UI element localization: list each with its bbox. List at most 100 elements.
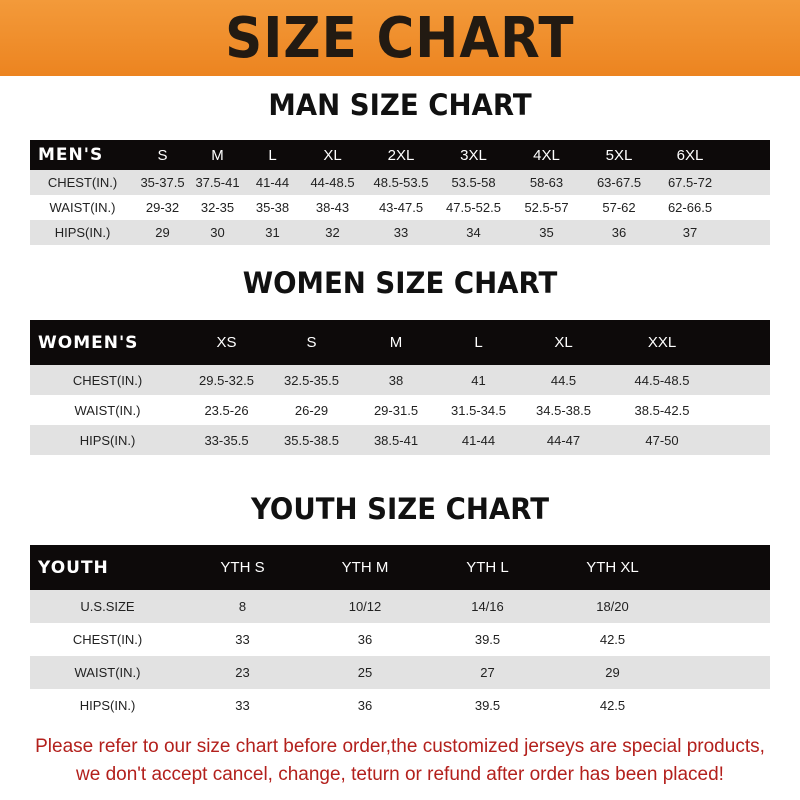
table-row: HIPS(IN.) 33 36 39.5 42.5 bbox=[30, 689, 770, 722]
size-value: 29 bbox=[135, 220, 190, 245]
size-value: 36 bbox=[300, 689, 430, 722]
size-value: 25 bbox=[300, 656, 430, 689]
size-value: 67.5-72 bbox=[655, 170, 725, 195]
women-title: WOMEN SIZE CHART bbox=[242, 266, 558, 300]
size-value: 23 bbox=[185, 656, 300, 689]
size-value: 41-44 bbox=[245, 170, 300, 195]
table-row: WAIST(IN.) 23 25 27 29 bbox=[30, 656, 770, 689]
header-row: MEN'S S M L XL 2XL 3XL 4XL 5XL 6XL bbox=[30, 140, 770, 170]
empty-cell bbox=[717, 425, 770, 455]
size-value: 53.5-58 bbox=[437, 170, 510, 195]
size-header: M bbox=[355, 320, 437, 365]
table-row: HIPS(IN.) 33-35.5 35.5-38.5 38.5-41 41-44 44-… bbox=[30, 425, 770, 455]
size-value: 32-35 bbox=[190, 195, 245, 220]
size-value: 34.5-38.5 bbox=[520, 395, 607, 425]
header-row: WOMEN'S XS S M L XL XXL bbox=[30, 320, 770, 365]
size-value: 41-44 bbox=[437, 425, 520, 455]
size-value: 34 bbox=[437, 220, 510, 245]
size-value: 14/16 bbox=[430, 590, 545, 623]
size-header: L bbox=[245, 140, 300, 170]
notice-line-2: we don't accept cancel, change, teturn o… bbox=[76, 764, 724, 785]
size-header: 2XL bbox=[365, 140, 437, 170]
size-header: L bbox=[437, 320, 520, 365]
size-value: 37 bbox=[655, 220, 725, 245]
size-value: 47-50 bbox=[607, 425, 717, 455]
size-value: 31.5-34.5 bbox=[437, 395, 520, 425]
empty-cell bbox=[717, 365, 770, 395]
size-value: 39.5 bbox=[430, 623, 545, 656]
empty-cell bbox=[680, 689, 770, 722]
size-value: 41 bbox=[437, 365, 520, 395]
empty-cell bbox=[717, 320, 770, 365]
youth-size-table: YOUTH YTH S YTH M YTH L YTH XL U.S.SIZE 8 10/12… bbox=[30, 545, 770, 722]
size-header: YTH L bbox=[430, 545, 545, 590]
size-value: 38.5-41 bbox=[355, 425, 437, 455]
size-value: 32.5-35.5 bbox=[268, 365, 355, 395]
size-value: 38 bbox=[355, 365, 437, 395]
header-label: YOUTH bbox=[30, 545, 185, 590]
size-value: 35 bbox=[510, 220, 583, 245]
empty-cell bbox=[725, 140, 770, 170]
table-row: CHEST(IN.) 33 36 39.5 42.5 bbox=[30, 623, 770, 656]
size-value: 48.5-53.5 bbox=[365, 170, 437, 195]
men-size-table: MEN'S S M L XL 2XL 3XL 4XL 5XL 6XL CHEST(IN.) 35-37… bbox=[30, 140, 770, 245]
size-value: 35-38 bbox=[245, 195, 300, 220]
women-size-table: WOMEN'S XS S M L XL XXL CHEST(IN.) 29.5-32.5 32.5… bbox=[30, 320, 770, 455]
empty-cell bbox=[717, 395, 770, 425]
row-label: WAIST(IN.) bbox=[30, 395, 185, 425]
size-value: 31 bbox=[245, 220, 300, 245]
table-row: WAIST(IN.) 23.5-26 26-29 29-31.5 31.5-34.5 34… bbox=[30, 395, 770, 425]
header-row: YOUTH YTH S YTH M YTH L YTH XL bbox=[30, 545, 770, 590]
youth-title: YOUTH SIZE CHART bbox=[250, 492, 550, 526]
size-header: XXL bbox=[607, 320, 717, 365]
table-row: HIPS(IN.) 29 30 31 32 33 34 35 36 37 bbox=[30, 220, 770, 245]
size-value: 23.5-26 bbox=[185, 395, 268, 425]
men-title: MAN SIZE CHART bbox=[268, 88, 532, 122]
row-label: HIPS(IN.) bbox=[30, 220, 135, 245]
size-header: 4XL bbox=[510, 140, 583, 170]
size-value: 33 bbox=[185, 623, 300, 656]
size-header: XL bbox=[300, 140, 365, 170]
size-value: 18/20 bbox=[545, 590, 680, 623]
size-value: 63-67.5 bbox=[583, 170, 655, 195]
size-value: 33 bbox=[185, 689, 300, 722]
header-label: WOMEN'S bbox=[30, 320, 185, 365]
row-label: HIPS(IN.) bbox=[30, 425, 185, 455]
size-value: 47.5-52.5 bbox=[437, 195, 510, 220]
empty-cell bbox=[725, 195, 770, 220]
empty-cell bbox=[680, 545, 770, 590]
empty-cell bbox=[725, 220, 770, 245]
empty-cell bbox=[680, 590, 770, 623]
size-value: 42.5 bbox=[545, 689, 680, 722]
size-value: 43-47.5 bbox=[365, 195, 437, 220]
size-value: 26-29 bbox=[268, 395, 355, 425]
size-value: 27 bbox=[430, 656, 545, 689]
table-row: WAIST(IN.) 29-32 32-35 35-38 38-43 43-47.5 47.… bbox=[30, 195, 770, 220]
size-value: 29.5-32.5 bbox=[185, 365, 268, 395]
row-label: WAIST(IN.) bbox=[30, 656, 185, 689]
row-label: CHEST(IN.) bbox=[30, 170, 135, 195]
size-value: 10/12 bbox=[300, 590, 430, 623]
size-value: 58-63 bbox=[510, 170, 583, 195]
size-value: 36 bbox=[300, 623, 430, 656]
size-value: 44.5-48.5 bbox=[607, 365, 717, 395]
size-chart-banner: SIZE CHART bbox=[0, 0, 800, 76]
size-header: M bbox=[190, 140, 245, 170]
size-value: 35.5-38.5 bbox=[268, 425, 355, 455]
size-header: YTH XL bbox=[545, 545, 680, 590]
size-header: XL bbox=[520, 320, 607, 365]
size-header: YTH M bbox=[300, 545, 430, 590]
banner-title: SIZE CHART bbox=[225, 5, 575, 71]
table-row: CHEST(IN.) 29.5-32.5 32.5-35.5 38 41 44.5 44.5… bbox=[30, 365, 770, 395]
row-label: HIPS(IN.) bbox=[30, 689, 185, 722]
size-value: 42.5 bbox=[545, 623, 680, 656]
size-value: 44-47 bbox=[520, 425, 607, 455]
empty-cell bbox=[725, 170, 770, 195]
row-label: CHEST(IN.) bbox=[30, 365, 185, 395]
size-header: XS bbox=[185, 320, 268, 365]
size-value: 44-48.5 bbox=[300, 170, 365, 195]
table-row: U.S.SIZE 8 10/12 14/16 18/20 bbox=[30, 590, 770, 623]
row-label: U.S.SIZE bbox=[30, 590, 185, 623]
size-value: 57-62 bbox=[583, 195, 655, 220]
size-value: 37.5-41 bbox=[190, 170, 245, 195]
